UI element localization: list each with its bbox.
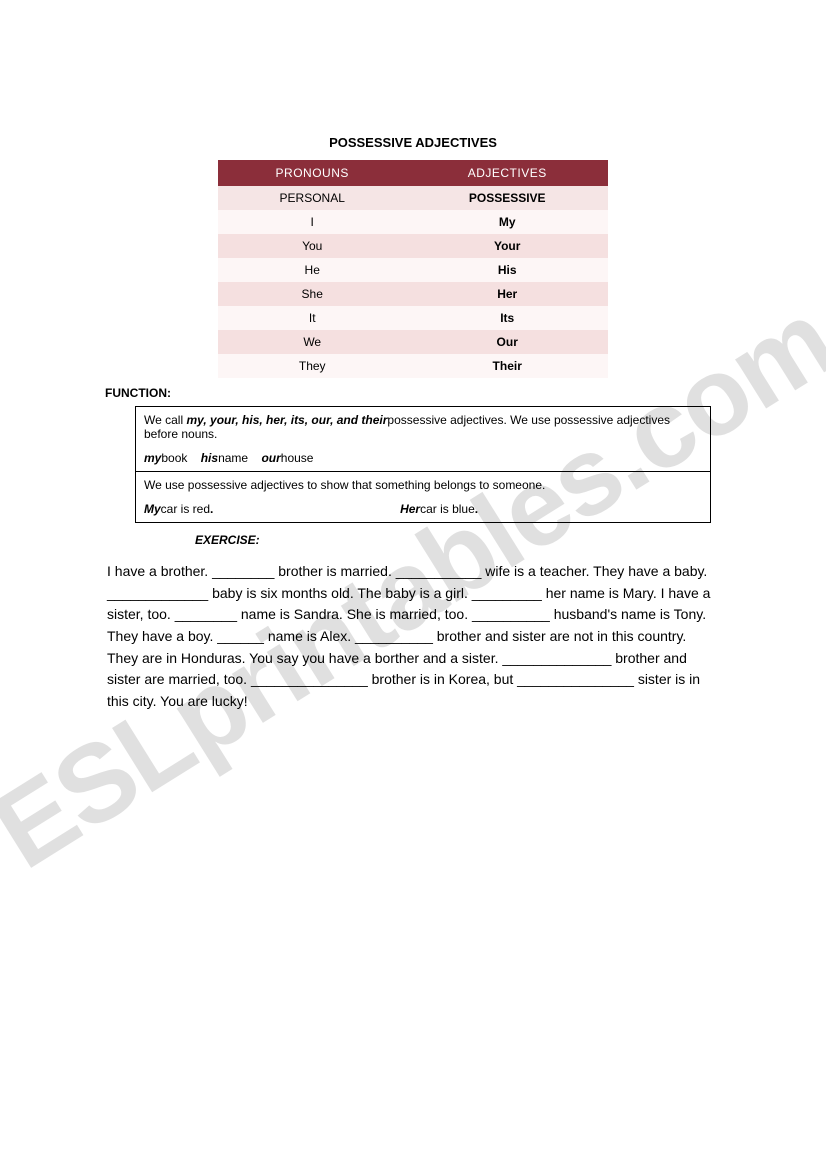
table-row: I My bbox=[218, 210, 608, 234]
period: . bbox=[475, 502, 478, 516]
example-text: book bbox=[161, 451, 187, 465]
table-row: She Her bbox=[218, 282, 608, 306]
function-part1: We call my, your, his, her, its, our, an… bbox=[136, 407, 710, 471]
exercise-label: EXERCISE: bbox=[195, 533, 721, 547]
example-text: house bbox=[281, 451, 314, 465]
example-bold: his bbox=[201, 451, 218, 465]
adjective-cell: Our bbox=[406, 330, 608, 354]
table-row: It Its bbox=[218, 306, 608, 330]
function-bold-list: my, your, his, her, its, our, and their bbox=[186, 413, 387, 427]
header-adjectives: ADJECTIVES bbox=[406, 160, 608, 186]
table-row: They Their bbox=[218, 354, 608, 378]
pronoun-cell: We bbox=[218, 330, 406, 354]
adjective-cell: Their bbox=[406, 354, 608, 378]
exercise-paragraph: I have a brother. ________ brother is ma… bbox=[107, 561, 719, 713]
example-bold: Her bbox=[400, 502, 420, 516]
function-text: We call bbox=[144, 413, 183, 427]
table-row: We Our bbox=[218, 330, 608, 354]
adjective-cell: Your bbox=[406, 234, 608, 258]
function-label: FUNCTION: bbox=[105, 386, 721, 400]
pronoun-cell: I bbox=[218, 210, 406, 234]
function-part2: We use possessive adjectives to show tha… bbox=[136, 471, 710, 522]
pronoun-cell: She bbox=[218, 282, 406, 306]
example-text: car is red bbox=[161, 502, 210, 516]
pronoun-cell: They bbox=[218, 354, 406, 378]
pronoun-adjective-table: PRONOUNS ADJECTIVES PERSONAL POSSESSIVE … bbox=[218, 160, 608, 378]
adjective-cell: Its bbox=[406, 306, 608, 330]
function-text: We use possessive adjectives to show tha… bbox=[144, 478, 545, 492]
pronoun-cell: It bbox=[218, 306, 406, 330]
table-row: He His bbox=[218, 258, 608, 282]
pronoun-cell: You bbox=[218, 234, 406, 258]
adjective-cell: His bbox=[406, 258, 608, 282]
adjective-cell: Her bbox=[406, 282, 608, 306]
example-bold: my bbox=[144, 451, 161, 465]
example-bold: My bbox=[144, 502, 161, 516]
page-title: POSSESSIVE ADJECTIVES bbox=[105, 135, 721, 150]
header-pronouns: PRONOUNS bbox=[218, 160, 406, 186]
example-bold: our bbox=[261, 451, 280, 465]
example-text: name bbox=[218, 451, 248, 465]
example-text: car is blue bbox=[420, 502, 475, 516]
function-box: We call my, your, his, her, its, our, an… bbox=[135, 406, 711, 523]
period: . bbox=[210, 502, 213, 516]
worksheet-page: POSSESSIVE ADJECTIVES PRONOUNS ADJECTIVE… bbox=[0, 0, 826, 753]
adjective-cell: My bbox=[406, 210, 608, 234]
subheader-personal: PERSONAL bbox=[218, 186, 406, 210]
pronoun-cell: He bbox=[218, 258, 406, 282]
subheader-possessive: POSSESSIVE bbox=[406, 186, 608, 210]
table-header-row: PRONOUNS ADJECTIVES bbox=[218, 160, 608, 186]
pronoun-table-wrap: PRONOUNS ADJECTIVES PERSONAL POSSESSIVE … bbox=[218, 160, 608, 378]
table-row: You Your bbox=[218, 234, 608, 258]
table-subheader-row: PERSONAL POSSESSIVE bbox=[218, 186, 608, 210]
